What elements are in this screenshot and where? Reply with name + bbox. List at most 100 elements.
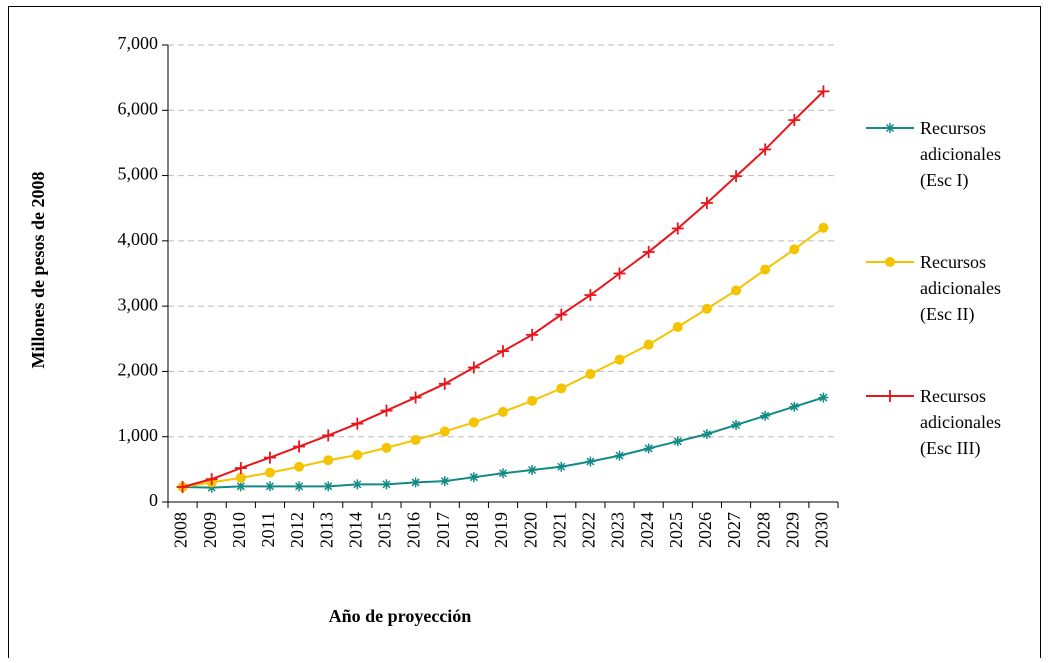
marker bbox=[294, 461, 305, 472]
marker bbox=[731, 285, 742, 296]
marker bbox=[818, 222, 829, 233]
marker bbox=[352, 449, 363, 460]
legend-label: Recursos adicionales (Esc II) bbox=[920, 252, 1001, 324]
x-tick-label: 2013 bbox=[316, 512, 336, 548]
x-tick-label: 2027 bbox=[724, 512, 744, 548]
x-tick-label: 2016 bbox=[404, 512, 424, 548]
marker bbox=[760, 410, 771, 421]
marker bbox=[264, 481, 275, 492]
marker bbox=[439, 426, 450, 437]
marker bbox=[323, 481, 334, 492]
y-tick-label: 4,000 bbox=[118, 229, 159, 249]
marker bbox=[759, 143, 772, 156]
marker bbox=[410, 477, 421, 488]
frame bbox=[8, 6, 1041, 663]
marker bbox=[409, 391, 422, 404]
marker bbox=[498, 406, 508, 417]
marker bbox=[498, 468, 508, 479]
marker bbox=[885, 123, 895, 133]
marker bbox=[381, 479, 392, 490]
y-tick-label: 2,000 bbox=[118, 360, 159, 380]
marker bbox=[555, 308, 568, 321]
marker bbox=[613, 267, 626, 280]
marker bbox=[294, 481, 305, 492]
marker bbox=[614, 354, 625, 365]
legend-label: Recursos adicionales (Esc I) bbox=[920, 118, 1001, 190]
x-tick-label: 2021 bbox=[549, 512, 569, 548]
legend-label: Recursos adicionales (Esc III) bbox=[920, 386, 1001, 458]
marker bbox=[526, 328, 539, 341]
x-tick-label: 2028 bbox=[753, 512, 773, 548]
marker bbox=[527, 465, 538, 476]
x-tick-label: 2030 bbox=[812, 512, 832, 548]
marker bbox=[788, 114, 801, 127]
marker bbox=[205, 473, 218, 486]
y-tick-label: 1,000 bbox=[118, 425, 159, 445]
marker bbox=[585, 456, 596, 467]
marker bbox=[264, 467, 275, 478]
marker bbox=[235, 472, 246, 483]
marker bbox=[672, 436, 683, 447]
x-tick-label: 2017 bbox=[433, 512, 453, 548]
marker bbox=[438, 377, 451, 390]
x-tick-label: 2014 bbox=[345, 512, 365, 548]
x-tick-label: 2023 bbox=[608, 512, 628, 548]
marker bbox=[760, 264, 771, 275]
x-tick-label: 2008 bbox=[171, 512, 191, 548]
x-tick-label: 2009 bbox=[200, 512, 220, 548]
x-tick-label: 2015 bbox=[375, 512, 395, 548]
marker bbox=[352, 479, 363, 490]
marker bbox=[527, 395, 538, 406]
marker bbox=[731, 419, 742, 430]
x-tick-label: 2010 bbox=[229, 512, 249, 548]
marker bbox=[556, 383, 567, 394]
marker bbox=[439, 476, 450, 487]
marker bbox=[789, 401, 800, 412]
marker bbox=[817, 85, 830, 98]
y-tick-label: 7,000 bbox=[118, 33, 159, 53]
x-tick-label: 2012 bbox=[287, 512, 307, 548]
y-tick-label: 5,000 bbox=[118, 164, 159, 184]
marker bbox=[497, 345, 509, 358]
marker bbox=[585, 369, 596, 380]
marker bbox=[700, 196, 713, 209]
marker bbox=[467, 361, 480, 374]
marker bbox=[789, 244, 800, 255]
marker bbox=[885, 257, 895, 267]
marker bbox=[235, 481, 246, 492]
marker bbox=[643, 443, 654, 454]
marker bbox=[176, 480, 189, 493]
marker bbox=[672, 322, 683, 333]
x-tick-label: 2025 bbox=[666, 512, 686, 548]
x-tick-label: 2026 bbox=[695, 512, 715, 548]
x-tick-label: 2020 bbox=[520, 512, 540, 548]
marker bbox=[584, 289, 597, 302]
marker bbox=[323, 455, 334, 466]
y-axis-label: Millones de pesos de 2008 bbox=[28, 171, 48, 368]
marker bbox=[293, 440, 306, 453]
marker bbox=[263, 451, 276, 464]
marker bbox=[468, 472, 479, 483]
x-tick-label: 2019 bbox=[491, 512, 511, 548]
series-line bbox=[182, 226, 825, 488]
x-tick-label: 2018 bbox=[462, 512, 482, 548]
y-tick-label: 3,000 bbox=[118, 294, 159, 314]
x-tick-label: 2029 bbox=[782, 512, 802, 548]
marker bbox=[234, 462, 247, 475]
marker bbox=[884, 390, 896, 402]
y-tick-label: 0 bbox=[149, 490, 158, 510]
marker bbox=[642, 245, 655, 258]
y-tick-label: 6,000 bbox=[118, 98, 159, 118]
marker bbox=[381, 442, 392, 453]
marker bbox=[730, 170, 743, 183]
marker bbox=[351, 417, 364, 430]
marker bbox=[643, 339, 654, 350]
x-axis-label: Año de proyección bbox=[329, 606, 472, 626]
marker bbox=[380, 404, 393, 417]
marker bbox=[410, 434, 421, 445]
marker bbox=[556, 461, 567, 472]
marker bbox=[818, 392, 829, 403]
marker bbox=[322, 429, 335, 442]
